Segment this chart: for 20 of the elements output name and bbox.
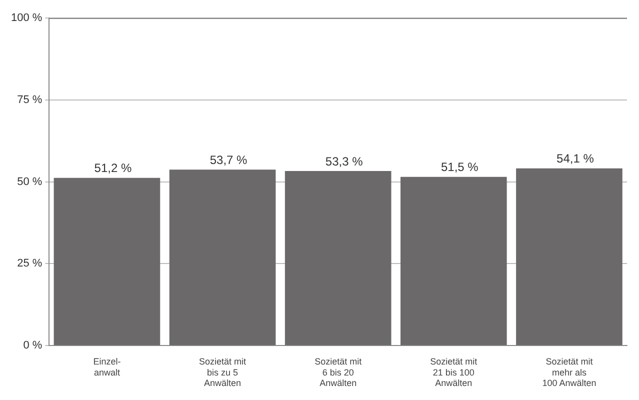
- y-tick-label: 50 %: [17, 176, 42, 188]
- bar: [169, 170, 276, 346]
- data-label: 53,7 %: [210, 152, 248, 167]
- y-tick-label: 75 %: [17, 94, 42, 106]
- x-tick-label: Sozietät mit 6 bis 20 Anwälten: [314, 356, 362, 388]
- y-tick-label: 100 %: [10, 12, 42, 24]
- data-label: 53,3 %: [325, 154, 364, 168]
- x-tick-label: Sozietät mit mehr als 100 Anwälten: [542, 356, 596, 388]
- bar: [400, 176, 507, 346]
- y-tick-label: 25 %: [17, 258, 42, 270]
- bar: [54, 178, 160, 346]
- x-tick-label: Sozietät mit bis zu 5 Anwälten: [199, 356, 247, 388]
- x-tick-label: Sozietät mit 21 bis 100 Anwälten: [430, 356, 478, 388]
- y-tick-label: 0 %: [23, 340, 42, 352]
- data-label: 54,1 %: [556, 152, 594, 166]
- data-label: 51,2 %: [94, 161, 132, 176]
- data-label: 51,5 %: [440, 160, 479, 174]
- x-tick-label: Einzel- anwalt: [93, 356, 121, 378]
- bar: [516, 168, 622, 346]
- bar: [284, 170, 392, 346]
